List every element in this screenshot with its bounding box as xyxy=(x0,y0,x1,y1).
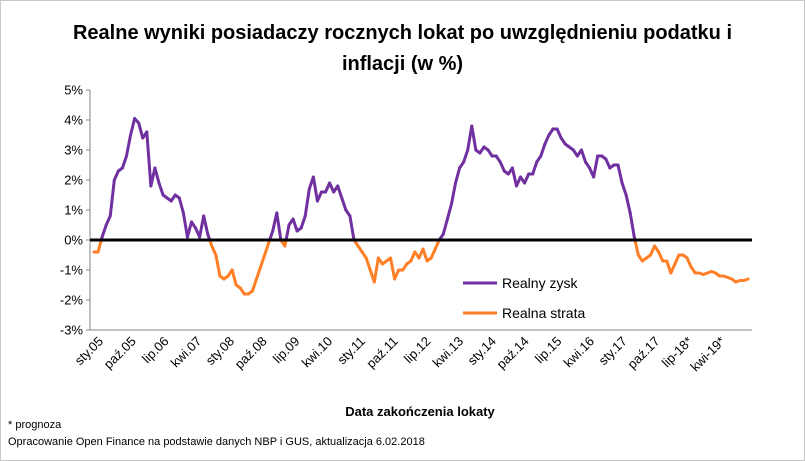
series-segment xyxy=(673,253,681,266)
series-segment xyxy=(510,166,518,188)
y-tick-label: 4% xyxy=(64,113,83,128)
series-segment xyxy=(157,181,165,197)
chart-title-line1: Realne wyniki posiadaczy rocznych lokat … xyxy=(72,22,732,44)
series-segment xyxy=(579,148,588,164)
series-segment xyxy=(449,181,458,206)
x-tick-label: lip.15 xyxy=(532,334,565,367)
x-tick-label: paź.14 xyxy=(493,334,531,372)
x-tick-label: paź.05 xyxy=(101,334,139,372)
x-tick-label: kwi.10 xyxy=(299,334,336,371)
series-segment xyxy=(470,124,478,152)
series-segment xyxy=(129,117,137,137)
legend-label-strata: Realna strata xyxy=(502,305,585,321)
x-tick-label: paź.08 xyxy=(232,334,270,372)
x-tick-label: sty.11 xyxy=(334,334,368,368)
series-segment xyxy=(303,187,311,218)
series-segment xyxy=(254,265,263,281)
series-segment xyxy=(230,268,238,287)
forecast-note: * prognoza xyxy=(8,419,62,431)
y-tick-label: 2% xyxy=(64,173,83,188)
x-axis-label: Data zakończenia lokaty xyxy=(345,404,495,419)
y-tick-label: -3% xyxy=(60,323,84,338)
series-segment xyxy=(145,130,153,188)
series-segment xyxy=(177,196,185,215)
x-tick-label: kwi.16 xyxy=(561,334,598,371)
series-segment xyxy=(250,277,258,293)
series-segment xyxy=(364,256,372,272)
series-segment xyxy=(96,238,103,254)
series-segment xyxy=(259,253,267,269)
series-segment xyxy=(372,256,380,284)
y-tick-label: 5% xyxy=(64,83,83,98)
series-segment xyxy=(348,214,356,242)
series-segment xyxy=(616,163,624,185)
series-segment xyxy=(124,133,133,158)
series-segment xyxy=(181,211,189,239)
series-segment xyxy=(210,244,218,257)
series-segment xyxy=(633,238,640,257)
x-tick-label: lip.06 xyxy=(139,334,172,367)
series-segment xyxy=(498,160,506,173)
series-segment xyxy=(153,166,161,185)
y-tick-label: 1% xyxy=(64,203,83,218)
x-tick-label: lip.12 xyxy=(401,334,434,367)
x-tick-label: kwi-19* xyxy=(687,334,728,375)
source-note: Opracowanie Open Finance na podstawie da… xyxy=(8,436,425,448)
series-segment xyxy=(137,121,145,140)
series-segment xyxy=(275,211,283,242)
series-segment xyxy=(284,223,291,242)
series-segment xyxy=(657,250,665,263)
series-segment xyxy=(539,142,547,158)
series-segment xyxy=(311,175,319,203)
series-segment xyxy=(393,268,401,281)
series-segment xyxy=(523,172,531,185)
series-segment xyxy=(299,214,307,230)
series-segment xyxy=(340,196,348,212)
series-segment xyxy=(120,154,128,170)
series-segment xyxy=(421,247,429,263)
y-tick-label: -1% xyxy=(60,263,84,278)
series-segment xyxy=(454,166,462,185)
series-segment xyxy=(112,169,120,182)
series-segment xyxy=(291,217,299,233)
series-segment xyxy=(429,247,437,260)
series-segment xyxy=(604,157,612,170)
series-segment xyxy=(202,214,210,236)
series-segment xyxy=(100,223,108,239)
chart-title-line2: inflacji (w %) xyxy=(341,53,464,75)
series-segment xyxy=(445,202,453,221)
x-tick-label: paź.17 xyxy=(624,334,662,372)
series-segment xyxy=(108,178,116,218)
series-segment xyxy=(543,133,551,146)
series-segment xyxy=(624,193,632,215)
y-tick-label: 3% xyxy=(64,143,83,158)
series-segment xyxy=(263,241,271,257)
series-segment xyxy=(185,220,193,239)
legend-label-zysk: Realny zysk xyxy=(502,275,578,291)
series-segment xyxy=(389,256,397,281)
series-segment xyxy=(592,154,600,179)
series-segment xyxy=(104,214,112,227)
x-tick-label: paź.11 xyxy=(363,334,401,372)
series-segment xyxy=(441,217,449,236)
series-segment xyxy=(620,181,628,197)
chart-title: Realne wyniki posiadaczy rocznych lokat … xyxy=(0,18,805,80)
series-segment xyxy=(685,256,693,269)
series-segment xyxy=(214,253,222,278)
series-segment xyxy=(555,127,563,140)
y-tick-label: -2% xyxy=(60,293,84,308)
series-segment xyxy=(315,190,323,203)
series-segment xyxy=(462,148,470,164)
x-tick-label: kwi.07 xyxy=(168,334,205,371)
series-segment xyxy=(669,262,677,275)
series-segment xyxy=(336,184,344,200)
y-tick-label: 0% xyxy=(64,233,83,248)
series-segment xyxy=(531,160,539,176)
x-tick-label: lip.09 xyxy=(270,334,303,367)
x-tick-label: kwi.13 xyxy=(430,334,467,371)
series-segment xyxy=(628,211,636,239)
series-segment xyxy=(742,277,750,282)
